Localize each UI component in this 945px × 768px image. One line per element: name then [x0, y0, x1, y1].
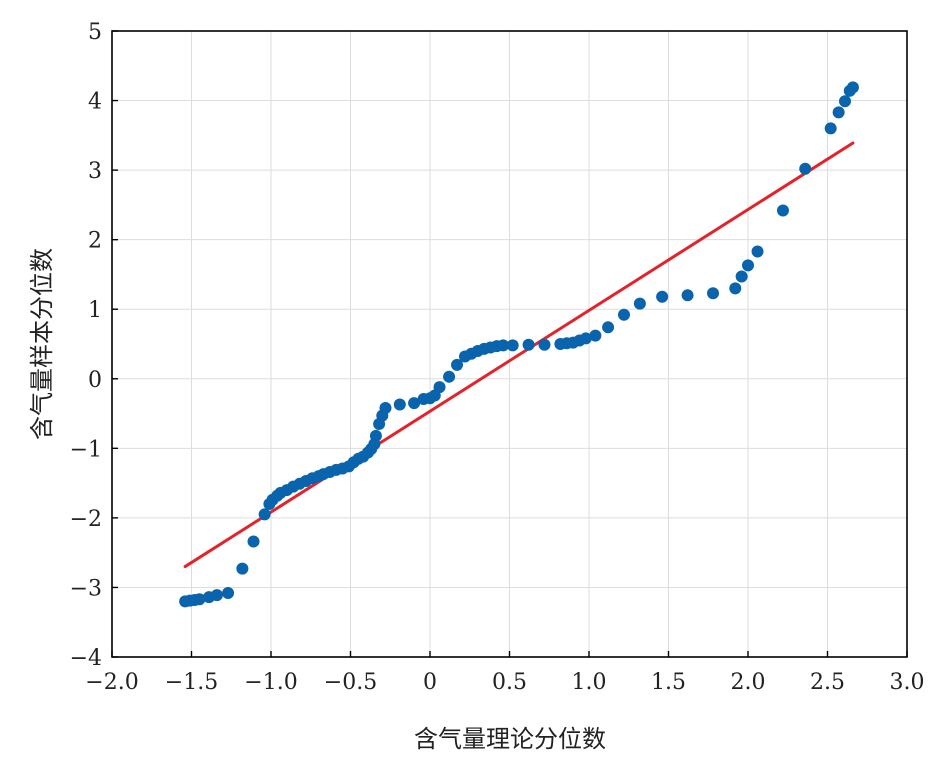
y-tick-label: 1: [88, 298, 102, 323]
data-point: [602, 321, 615, 334]
x-tick-label: −2.0: [85, 670, 138, 695]
y-tick-label: −2: [70, 507, 102, 532]
data-point: [832, 106, 845, 119]
data-point: [838, 95, 851, 108]
x-tick-label: −1.0: [244, 670, 297, 695]
x-tick-label: 1.0: [572, 670, 607, 695]
data-point: [799, 162, 812, 175]
data-point: [379, 401, 392, 414]
data-point: [589, 329, 602, 342]
axis-ticks: −2.0 −1.5 −1.0 −0.5 0 0.5 1.0 1.5 2.0 2.5 3.0 −4 −3 −…: [70, 20, 925, 695]
data-point: [776, 204, 789, 217]
y-tick-label: 3: [88, 159, 102, 184]
y-axis-label: 含气量样本分位数: [28, 248, 56, 440]
data-point: [433, 381, 446, 394]
data-point: [538, 338, 551, 351]
data-point: [742, 259, 754, 272]
data-point: [236, 562, 249, 575]
data-point: [617, 308, 630, 321]
data-point: [579, 332, 592, 345]
y-tick-label: −4: [70, 646, 102, 671]
y-tick-label: −3: [70, 576, 102, 601]
data-point: [497, 339, 510, 352]
x-axis-label: 含气量理论分位数: [414, 725, 606, 753]
data-point: [451, 358, 464, 371]
x-tick-label: 2.0: [731, 670, 766, 695]
data-point: [247, 535, 260, 548]
y-tick-label: 2: [88, 229, 102, 254]
data-point: [846, 81, 859, 94]
data-point: [633, 297, 646, 310]
data-point: [681, 289, 694, 302]
y-tick-label: 4: [88, 90, 102, 115]
data-point: [408, 397, 421, 410]
data-point: [656, 290, 669, 303]
x-tick-label: 0.5: [492, 670, 527, 695]
data-point: [258, 508, 271, 521]
data-point: [369, 429, 382, 442]
x-tick-label: 0: [423, 670, 437, 695]
x-tick-label: 3.0: [890, 670, 925, 695]
data-point: [393, 398, 406, 411]
data-point: [707, 287, 720, 300]
x-tick-label: 1.5: [651, 670, 686, 695]
data-point: [193, 593, 206, 606]
data-point: [522, 338, 535, 351]
data-point: [751, 245, 764, 258]
fit-line-group: [183, 141, 855, 569]
x-tick-label: −1.5: [165, 670, 218, 695]
y-tick-label: 0: [88, 368, 102, 393]
y-tick-label: 5: [88, 20, 102, 45]
data-point: [443, 370, 456, 383]
data-point: [729, 282, 742, 295]
reference-fit-line: [183, 141, 855, 569]
data-points: [179, 81, 859, 608]
data-point: [222, 587, 235, 600]
data-point: [210, 589, 223, 602]
data-point: [735, 270, 748, 283]
x-tick-label: −0.5: [324, 670, 377, 695]
y-tick-label: −1: [70, 437, 102, 462]
data-point: [506, 339, 519, 352]
x-tick-label: 2.5: [810, 670, 845, 695]
data-point: [824, 122, 837, 135]
